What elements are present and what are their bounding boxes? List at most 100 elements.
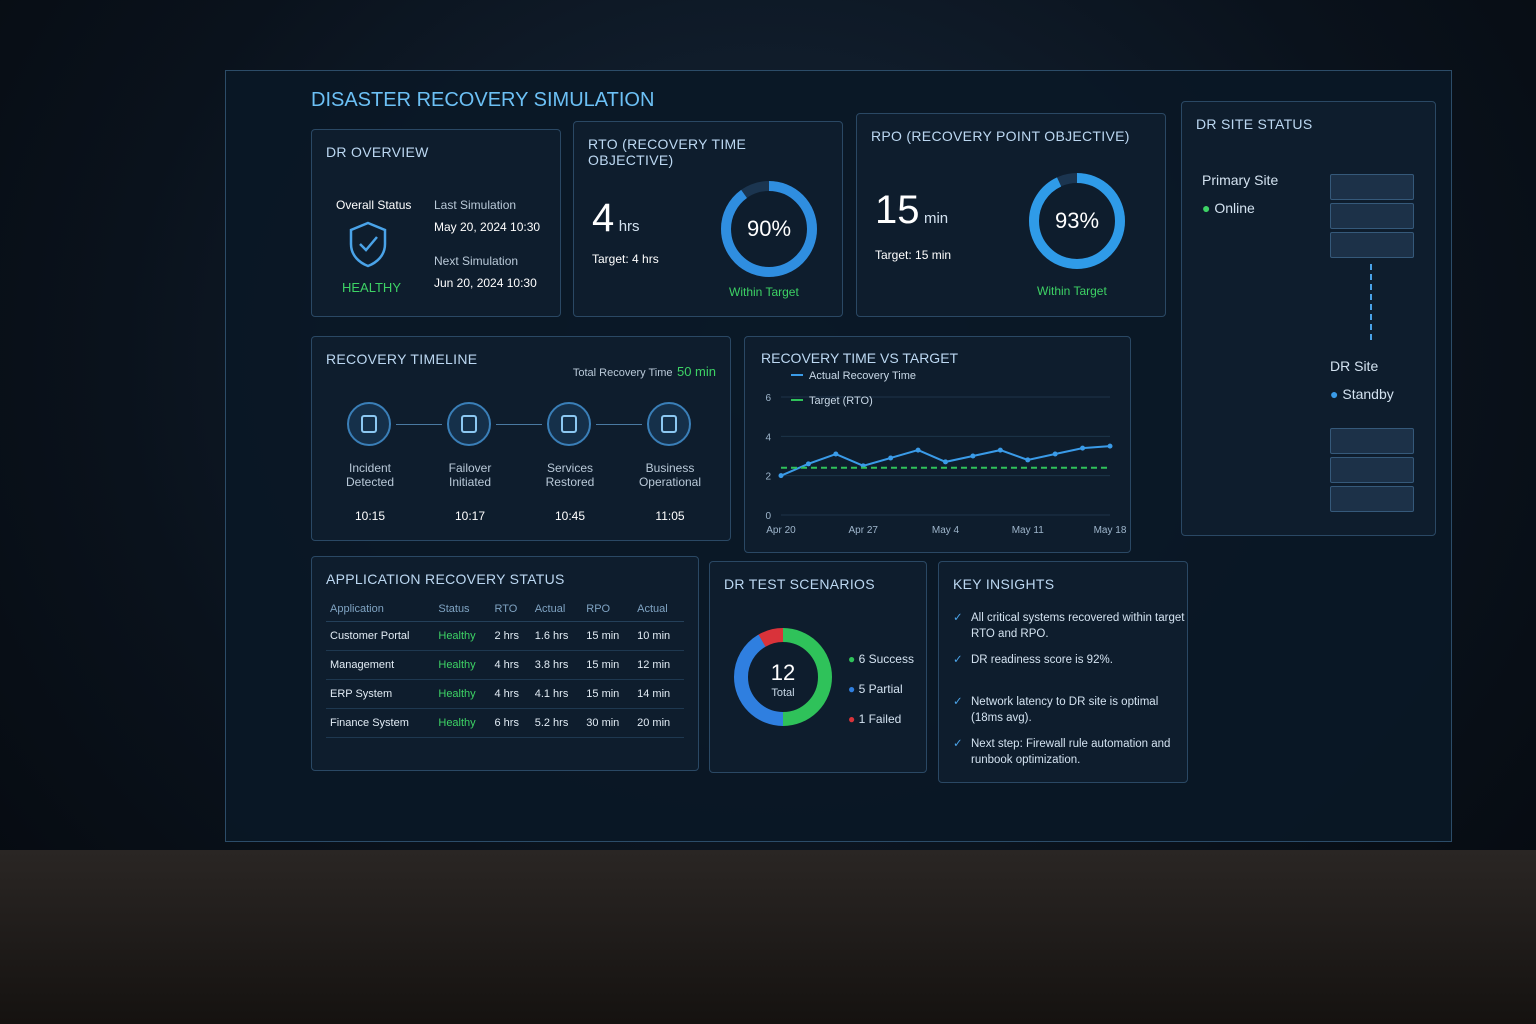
legend-label: Target (RTO) xyxy=(809,395,873,407)
step-glyph xyxy=(661,415,677,433)
step-icon xyxy=(347,402,391,446)
step-glyph xyxy=(461,415,477,433)
panel-heading: DR OVERVIEW xyxy=(326,144,429,160)
rpo-value: 15 xyxy=(875,188,920,232)
rto-panel: RTO (RECOVERY TIME OBJECTIVE) 4 hrs Targ… xyxy=(573,121,843,317)
panel-heading: DR TEST SCENARIOS xyxy=(724,576,875,592)
table-cell: Customer Portal xyxy=(326,621,435,651)
series-point xyxy=(915,447,921,453)
table-cell: 14 min xyxy=(633,679,684,709)
panel-heading: DR SITE STATUS xyxy=(1196,116,1313,132)
series-point xyxy=(833,451,839,457)
table-surface xyxy=(0,850,1536,1024)
panel-heading: KEY INSIGHTS xyxy=(953,576,1055,592)
legend-dot: ● xyxy=(848,712,859,726)
table-row: Customer Portal Healthy 2 hrs 1.6 hrs 15 min… xyxy=(326,621,684,651)
dashboard: DISASTER RECOVERY SIMULATION DR OVERVIEW… xyxy=(225,70,1452,842)
legend-label: 5 Partial xyxy=(858,682,903,696)
server-stack xyxy=(1330,174,1414,261)
header-cell: Actual xyxy=(633,597,684,622)
rto-target: Target: 4 hrs xyxy=(592,252,659,266)
check-icon: ✓ xyxy=(953,696,963,708)
insight: ✓ DR readiness score is 92%. xyxy=(953,652,1191,668)
series-point xyxy=(888,455,894,461)
rpo-panel: RPO (RECOVERY POINT OBJECTIVE) 15 min Ta… xyxy=(856,113,1166,317)
step-arrow xyxy=(496,424,542,425)
dashboard-title: DISASTER RECOVERY SIMULATION xyxy=(311,89,655,111)
step-glyph xyxy=(361,415,377,433)
step-icon xyxy=(547,402,591,446)
insight-text: All critical systems recovered within ta… xyxy=(971,612,1185,640)
legend-dot: ● xyxy=(848,682,859,696)
panel-heading: RECOVERY TIMELINE xyxy=(326,351,478,367)
table-cell: 3.8 hrs xyxy=(530,650,583,680)
header-cell: Status xyxy=(434,597,491,622)
scenarios-panel: DR TEST SCENARIOS 12 Total ● 6 Success ● 5 … xyxy=(709,561,927,773)
primary-state: Online xyxy=(1214,200,1255,216)
table-cell: Healthy xyxy=(434,708,491,738)
gauge-label: 90% xyxy=(747,216,791,241)
last-value: May 20, 2024 10:30 xyxy=(434,220,541,234)
legend-dot: ● xyxy=(848,652,859,666)
series-point xyxy=(997,447,1003,453)
donut-segment xyxy=(734,628,832,726)
series-point xyxy=(1107,443,1113,449)
series-point xyxy=(1025,457,1031,463)
legend-row: ● 6 Success xyxy=(848,652,914,666)
dr-site: DR Site xyxy=(1330,358,1379,374)
x-tick-label: May 4 xyxy=(932,525,960,536)
table-cell: 5.2 hrs xyxy=(530,708,583,738)
series-point xyxy=(1080,445,1086,451)
table-cell: 15 min xyxy=(582,650,634,680)
table-cell: 4 hrs xyxy=(490,650,531,680)
insight: ✓ Next step: Firewall rule automation and… xyxy=(953,736,1191,768)
table-cell: Healthy xyxy=(434,679,491,709)
status-value: HEALTHY xyxy=(342,280,401,295)
gauge-label: 93% xyxy=(1055,208,1099,233)
y-tick-label: 6 xyxy=(765,393,771,404)
step-icon xyxy=(647,402,691,446)
chart-panel: RECOVERY TIME VS TARGET 0 2 4 6 Apr 20 Apr 27… xyxy=(744,336,1131,553)
legend-label: Actual Recovery Time xyxy=(809,370,916,382)
x-tick-label: May 11 xyxy=(1012,525,1044,536)
panel-heading: RPO (RECOVERY POINT OBJECTIVE) xyxy=(871,128,1130,144)
rto-value: 4 xyxy=(592,196,615,240)
panel-heading: APPLICATION RECOVERY STATUS xyxy=(326,571,565,587)
series-point xyxy=(805,461,811,467)
legend-row: ● 5 Partial xyxy=(848,682,903,696)
gauge: 90% xyxy=(721,181,817,277)
primary-site: Primary Site xyxy=(1202,172,1279,188)
x-tick-label: Apr 27 xyxy=(849,525,879,536)
step-circle xyxy=(547,402,591,446)
step-time: 10:15 xyxy=(354,509,386,523)
header-cell: Actual xyxy=(530,597,583,622)
table-cell: Finance System xyxy=(326,708,435,738)
step-arrow xyxy=(596,424,642,425)
site-status-panel: DR SITE STATUS Primary Site ● Online DR … xyxy=(1181,101,1436,536)
gauge-arc xyxy=(1029,173,1125,269)
panel-heading: RTO (RECOVERY TIME OBJECTIVE) xyxy=(588,136,747,168)
donut-total: 12 xyxy=(771,660,795,685)
check-icon: ✓ xyxy=(953,654,963,666)
rpo-target: Target: 15 min xyxy=(875,248,952,262)
step-arrow xyxy=(396,424,442,425)
check-icon: ✓ xyxy=(953,612,963,624)
series-point xyxy=(970,453,976,459)
table-cell: Healthy xyxy=(434,650,491,680)
overview-panel: DR OVERVIEW Overall Status HEALTHY Last … xyxy=(311,129,561,317)
step-label: Incident Detected xyxy=(345,461,395,489)
total-label: Total Recovery Time xyxy=(572,367,673,379)
gauge: 93% xyxy=(1029,173,1125,269)
table-cell: 15 min xyxy=(582,621,634,651)
step-time: 10:17 xyxy=(454,509,486,523)
insight-text: Next step: Firewall rule automation and … xyxy=(971,738,1171,766)
series-point xyxy=(943,459,948,465)
timeline-panel: RECOVERY TIMELINE Total Recovery Time 50… xyxy=(311,336,731,541)
table-cell: 6 hrs xyxy=(490,708,531,738)
x-tick-label: May 18 xyxy=(1094,525,1127,536)
table-cell: 2 hrs xyxy=(490,621,531,651)
rto-note: Within Target xyxy=(729,285,799,299)
next-value: Jun 20, 2024 10:30 xyxy=(434,276,537,290)
donut-total-label: Total xyxy=(771,687,794,699)
